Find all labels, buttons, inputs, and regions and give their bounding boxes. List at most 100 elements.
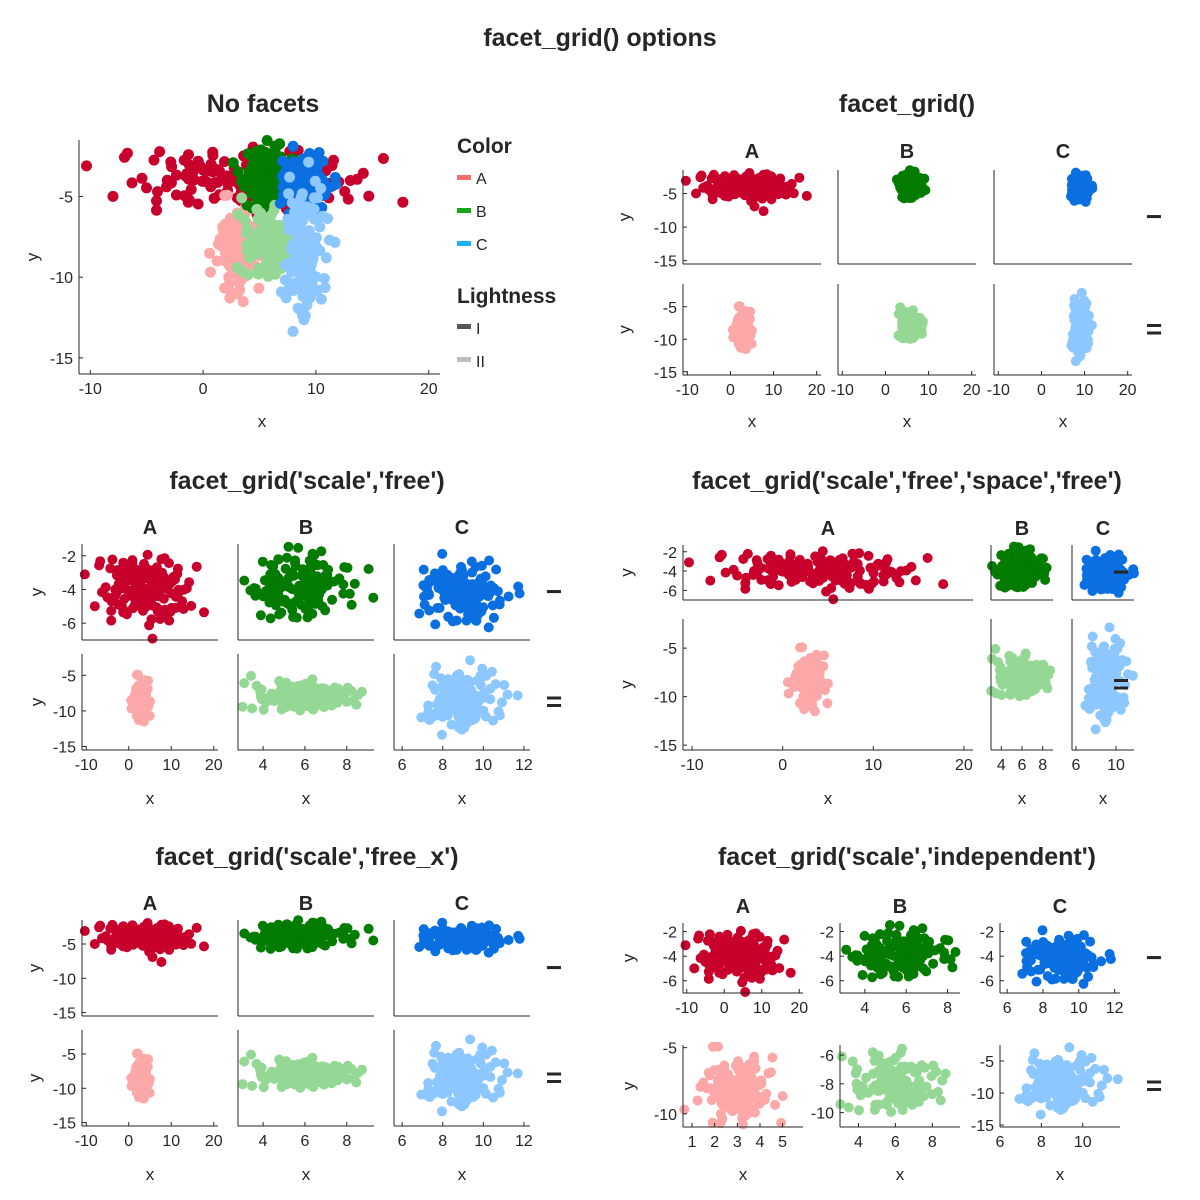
data-point [174,586,185,597]
data-point [188,165,200,177]
row-label: = [1113,669,1129,700]
data-point [296,188,308,200]
data-point [782,677,793,688]
data-point [269,696,279,707]
data-point [494,599,505,610]
x-axis-label: x [458,789,467,808]
data-point [264,597,275,608]
data-point [1114,661,1125,672]
data-point [279,290,291,302]
data-point [303,1079,314,1089]
data-point [257,556,268,567]
panel-title: facet_grid() [839,90,975,118]
data-point [476,560,487,571]
data-point [987,653,997,664]
data-point [883,928,894,938]
data-point [430,619,441,630]
data-point [1087,631,1098,642]
data-point [294,215,306,227]
data-point [317,699,328,710]
data-point [307,1052,318,1063]
data-point [822,698,833,709]
data-point [242,181,254,193]
y-tick-label: -5 [62,1047,76,1064]
data-point [830,564,841,575]
x-axis-label: x [146,789,155,808]
data-point [450,681,461,691]
data-point [429,568,440,579]
data-point [418,924,429,935]
legend-item-color-a: A [457,171,487,188]
data-point [296,268,308,280]
data-point [368,592,379,603]
x-tick-label: 20 [808,382,826,399]
data-point [737,977,748,988]
data-point [1074,349,1085,360]
data-point [910,575,921,586]
data-point [907,191,918,202]
data-point [241,223,253,234]
data-point [1102,674,1112,685]
data-point [738,310,749,321]
data-point [261,135,273,146]
data-point [283,188,295,200]
panel-title: facet_grid('scale','free') [169,467,444,495]
data-point [437,548,448,559]
data-point [451,944,462,955]
data-point [486,1045,497,1056]
data-point [266,688,277,699]
data-point [303,206,315,218]
x-tick-label: 20 [420,381,438,398]
data-point [714,966,725,977]
data-point [317,1077,328,1088]
panel-title: No facets [207,90,320,118]
x-tick-label: 8 [342,1133,351,1150]
data-point [996,690,1007,700]
data-point [805,701,816,712]
data-point [246,1049,256,1060]
main-title: facet_grid() options [483,24,716,52]
data-point [1090,724,1101,735]
data-point [276,607,287,618]
data-point [442,686,453,697]
data-point [154,940,165,951]
data-point [306,1070,317,1080]
data-point [1081,314,1091,324]
data-point [1076,287,1087,298]
facet-2-panel-2-c-series-c-ii [416,655,523,740]
data-point [502,1067,513,1078]
x-tick-label: 8 [438,1133,447,1150]
data-point [119,594,130,604]
data-point [485,1061,496,1072]
legend-label-i: I [476,321,480,338]
data-point [483,947,494,958]
facet-1-panel-1-c-series-c-i [1066,167,1098,207]
data-point [287,238,299,250]
data-point [854,565,865,576]
facet-3-panel-1-a-axes: -2-4-6 [663,545,973,605]
data-point [107,919,118,930]
data-point [762,181,773,192]
data-point [1098,714,1109,725]
data-point [996,550,1007,561]
data-point [185,184,197,195]
data-point [144,946,155,957]
data-point [159,553,170,564]
data-point [1075,322,1086,333]
data-point [363,190,375,202]
column-label: A [143,517,157,539]
data-point [191,561,202,572]
data-point [440,1087,451,1098]
data-point [296,686,307,697]
data-point [466,1063,477,1074]
data-point [735,936,746,947]
facet-1-panel-1-b-axes [837,165,976,265]
facet-2-panel-2-b-series-b-ii [237,670,367,716]
legend-swatch-b [457,208,471,213]
facet-chart-2: -2-4-6−y-10 0 10 20-5-10-154 6 8 6 8 10 12=yAxBxC… [27,517,562,808]
data-point [770,176,781,187]
data-point [752,567,763,578]
data-point [492,586,503,597]
facet-2-panel-2-a-series-a-ii [126,669,155,727]
data-point [1082,182,1093,193]
